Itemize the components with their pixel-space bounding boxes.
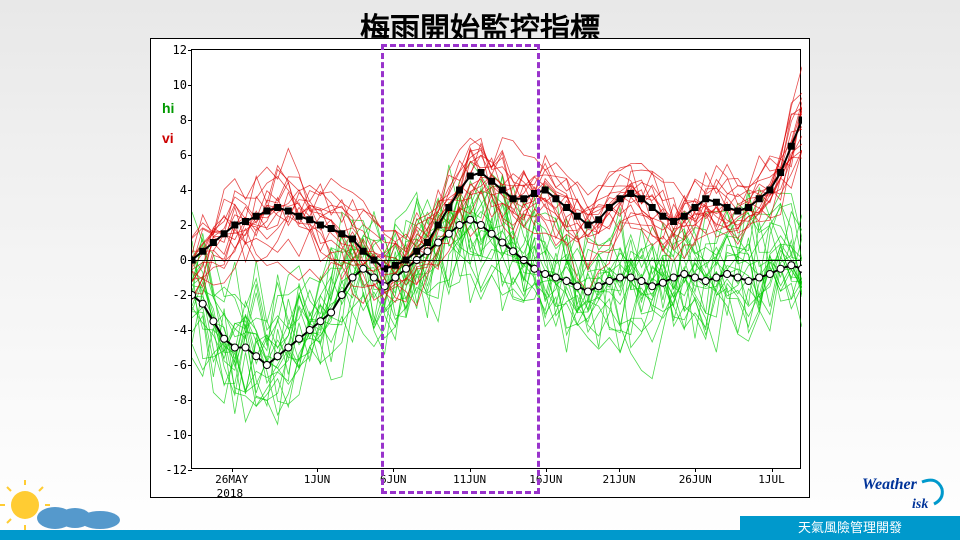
y-tick-label: -12: [162, 463, 187, 477]
y-tick-label: -4: [162, 323, 187, 337]
svg-text:isk: isk: [912, 497, 928, 512]
x-tick-label: 21JUN: [602, 473, 635, 486]
y-tick-label: 0: [162, 253, 187, 267]
chart-container: -12-10-8-6-4-202468101226MAY1JUN6JUN11JU…: [150, 38, 810, 498]
x-tick-label: 11JUN: [453, 473, 486, 486]
decoration-weather-icon: [0, 480, 140, 530]
plot-area: -12-10-8-6-4-202468101226MAY1JUN6JUN11JU…: [191, 49, 801, 469]
x-tick-label: 1JUL: [758, 473, 785, 486]
footer-stripe: [0, 530, 740, 540]
y-tick-label: 4: [162, 183, 187, 197]
y-tick-label: 10: [162, 78, 187, 92]
y-tick-label: 6: [162, 148, 187, 162]
year-label: 2018: [217, 487, 244, 500]
legend-vi: vi: [162, 130, 174, 146]
zero-line: [192, 260, 800, 261]
legend-hi: hi: [162, 100, 174, 116]
x-tick-label: 16JUN: [529, 473, 562, 486]
y-tick-label: -6: [162, 358, 187, 372]
x-tick-label: 26JUN: [679, 473, 712, 486]
footer-brand: 天氣風險管理開發: [740, 516, 960, 540]
y-tick-label: -8: [162, 393, 187, 407]
x-tick-label: 6JUN: [380, 473, 407, 486]
y-tick-label: 12: [162, 43, 187, 57]
x-tick-label: 26MAY: [215, 473, 248, 486]
x-tick-label: 1JUN: [304, 473, 331, 486]
weather-risk-logo: Weather isk: [862, 474, 952, 514]
y-tick-label: -2: [162, 288, 187, 302]
y-tick-label: 2: [162, 218, 187, 232]
y-tick-label: -10: [162, 428, 187, 442]
svg-text:Weather: Weather: [862, 476, 918, 493]
